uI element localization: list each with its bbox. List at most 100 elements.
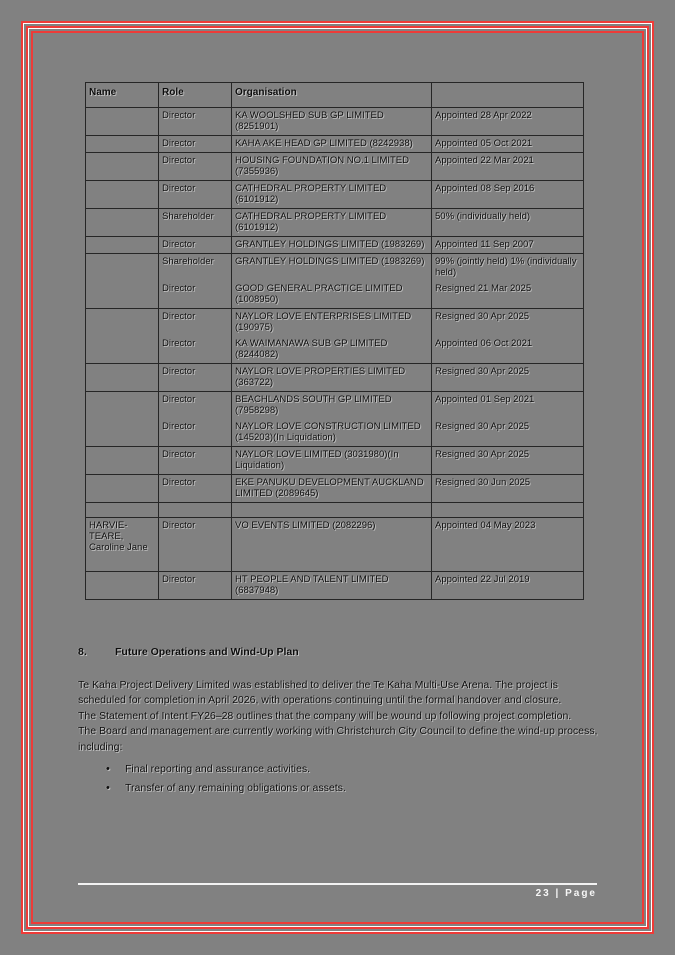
cell-organisation: CATHEDRAL PROPERTY LIMITED (6101912) — [231, 208, 431, 236]
table-header-row: Name Role Organisation — [86, 83, 583, 107]
cell-role: Director — [158, 391, 231, 419]
cell-name — [86, 446, 158, 474]
cell-organisation: HT PEOPLE AND TALENT LIMITED (6837948) — [231, 571, 431, 599]
cell-status: 99% (jointly held) 1% (individually held… — [431, 253, 583, 281]
cell-organisation: GRANTLEY HOLDINGS LIMITED (1983269) — [231, 253, 431, 281]
table-row: Director NAYLOR LOVE PROPERTIES LIMITED … — [86, 363, 583, 391]
table-row: Director NAYLOR LOVE LIMITED (3031980)(I… — [86, 446, 583, 474]
cell-status: 50% (individually held) — [431, 208, 583, 236]
list-item: Final reporting and assurance activities… — [78, 762, 598, 778]
section-number: 8. — [78, 646, 87, 658]
cell-role: Director — [158, 363, 231, 391]
cell-name — [86, 308, 158, 336]
cell-organisation: CATHEDRAL PROPERTY LIMITED (6101912) — [231, 180, 431, 208]
cell-role: Shareholder — [158, 253, 231, 281]
cell-organisation: GOOD GENERAL PRACTICE LIMITED (1008950) — [231, 281, 431, 308]
cell-organisation: EKE PANUKU DEVELOPMENT AUCKLAND LIMITED … — [231, 474, 431, 502]
cell-role: Director — [158, 152, 231, 180]
cell-name — [86, 135, 158, 152]
cell-status: Appointed 01 Sep 2021 — [431, 391, 583, 419]
cell-status: Appointed 11 Sep 2007 — [431, 236, 583, 253]
cell-name — [86, 391, 158, 419]
table-row: Director GOOD GENERAL PRACTICE LIMITED (… — [86, 281, 583, 308]
cell-role: Director — [158, 419, 231, 446]
footer-divider — [78, 883, 597, 885]
table-row: Director GRANTLEY HOLDINGS LIMITED (1983… — [86, 236, 583, 253]
cell-status: Appointed 08 Sep 2016 — [431, 180, 583, 208]
table-row: Shareholder CATHEDRAL PROPERTY LIMITED (… — [86, 208, 583, 236]
cell-role: Shareholder — [158, 208, 231, 236]
cell-role: Director — [158, 308, 231, 336]
cell-status: Resigned 30 Apr 2025 — [431, 419, 583, 446]
table-row: Director NAYLOR LOVE ENTERPRISES LIMITED… — [86, 308, 583, 336]
directorships-table: Name Role Organisation Director KA WOOLS… — [85, 82, 584, 600]
cell-name — [86, 363, 158, 391]
page-number: 23 | Page — [535, 888, 597, 899]
cell-name — [86, 208, 158, 236]
cell-organisation: NAYLOR LOVE PROPERTIES LIMITED (363722) — [231, 363, 431, 391]
cell-organisation — [231, 502, 431, 517]
table-row: Director KA WAIMANAWA SUB GP LIMITED (82… — [86, 336, 583, 363]
cell-role: Director — [158, 336, 231, 363]
cell-organisation: NAYLOR LOVE CONSTRUCTION LIMITED (145203… — [231, 419, 431, 446]
cell-role: Director — [158, 446, 231, 474]
cell-organisation: BEACHLANDS SOUTH GP LIMITED (7958298) — [231, 391, 431, 419]
cell-role: Director — [158, 135, 231, 152]
cell-status: Resigned 21 Mar 2025 — [431, 281, 583, 308]
cell-name — [86, 253, 158, 281]
cell-status: Appointed 22 Mar 2021 — [431, 152, 583, 180]
cell-status — [431, 502, 583, 517]
cell-status: Resigned 30 Apr 2025 — [431, 446, 583, 474]
paragraph-establishment: Te Kaha Project Delivery Limited was est… — [78, 678, 562, 707]
cell-organisation: NAYLOR LOVE ENTERPRISES LIMITED (190975) — [231, 308, 431, 336]
cell-role: Director — [158, 474, 231, 502]
table-row: Director EKE PANUKU DEVELOPMENT AUCKLAND… — [86, 474, 583, 502]
cell-status: Appointed 22 Jul 2019 — [431, 571, 583, 599]
cell-name — [86, 180, 158, 208]
cell-name — [86, 502, 158, 517]
cell-organisation: GRANTLEY HOLDINGS LIMITED (1983269) — [231, 236, 431, 253]
cell-status: Appointed 04 May 2023 — [431, 517, 583, 571]
list-item: Transfer of any remaining obligations or… — [78, 781, 598, 797]
cell-name — [86, 474, 158, 502]
section-title: Future Operations and Wind-Up Plan — [115, 646, 299, 658]
section-heading: 8. Future Operations and Wind-Up Plan — [78, 645, 598, 661]
cell-status: Resigned 30 Apr 2025 — [431, 363, 583, 391]
cell-name — [86, 419, 158, 446]
table-row: Director HT PEOPLE AND TALENT LIMITED (6… — [86, 571, 583, 599]
header-status — [431, 83, 583, 107]
cell-name — [86, 236, 158, 253]
paragraph-board-windup: The Board and management are currently w… — [78, 725, 598, 753]
cell-name — [86, 571, 158, 599]
cell-status: Resigned 30 Jun 2025 — [431, 474, 583, 502]
cell-status: Appointed 05 Oct 2021 — [431, 135, 583, 152]
cell-organisation: KA WAIMANAWA SUB GP LIMITED (8244082) — [231, 336, 431, 363]
header-name: Name — [89, 87, 117, 98]
table-row: Shareholder GRANTLEY HOLDINGS LIMITED (1… — [86, 253, 583, 281]
cell-status: Resigned 30 Apr 2025 — [431, 308, 583, 336]
cell-status: Appointed 28 Apr 2022 — [431, 107, 583, 135]
table-row: Director CATHEDRAL PROPERTY LIMITED (610… — [86, 180, 583, 208]
cell-role: Director — [158, 236, 231, 253]
cell-organisation: HOUSING FOUNDATION NO.1 LIMITED (7355936… — [231, 152, 431, 180]
cell-organisation: NAYLOR LOVE LIMITED (3031980)(In Liquida… — [231, 446, 431, 474]
cell-name: HARVIE-TEARE, Caroline Jane — [86, 517, 158, 571]
future-operations-section: 8. Future Operations and Wind-Up Plan Te… — [78, 645, 598, 799]
cell-name — [86, 152, 158, 180]
cell-name — [86, 107, 158, 135]
table-row: Director BEACHLANDS SOUTH GP LIMITED (79… — [86, 391, 583, 419]
cell-role — [158, 502, 231, 517]
cell-role: Director — [158, 180, 231, 208]
windup-bullet-list: Final reporting and assurance activities… — [78, 762, 598, 796]
cell-name — [86, 281, 158, 308]
cell-role: Director — [158, 571, 231, 599]
table-row: Director KAHA AKE HEAD GP LIMITED (82429… — [86, 135, 583, 152]
cell-organisation: KA WOOLSHED SUB GP LIMITED (8251901) — [231, 107, 431, 135]
cell-role: Director — [158, 281, 231, 308]
cell-status: Appointed 06 Oct 2021 — [431, 336, 583, 363]
table-row — [86, 502, 583, 517]
cell-organisation: KAHA AKE HEAD GP LIMITED (8242938) — [231, 135, 431, 152]
table-row: Director NAYLOR LOVE CONSTRUCTION LIMITE… — [86, 419, 583, 446]
table-row: Director KA WOOLSHED SUB GP LIMITED (825… — [86, 107, 583, 135]
